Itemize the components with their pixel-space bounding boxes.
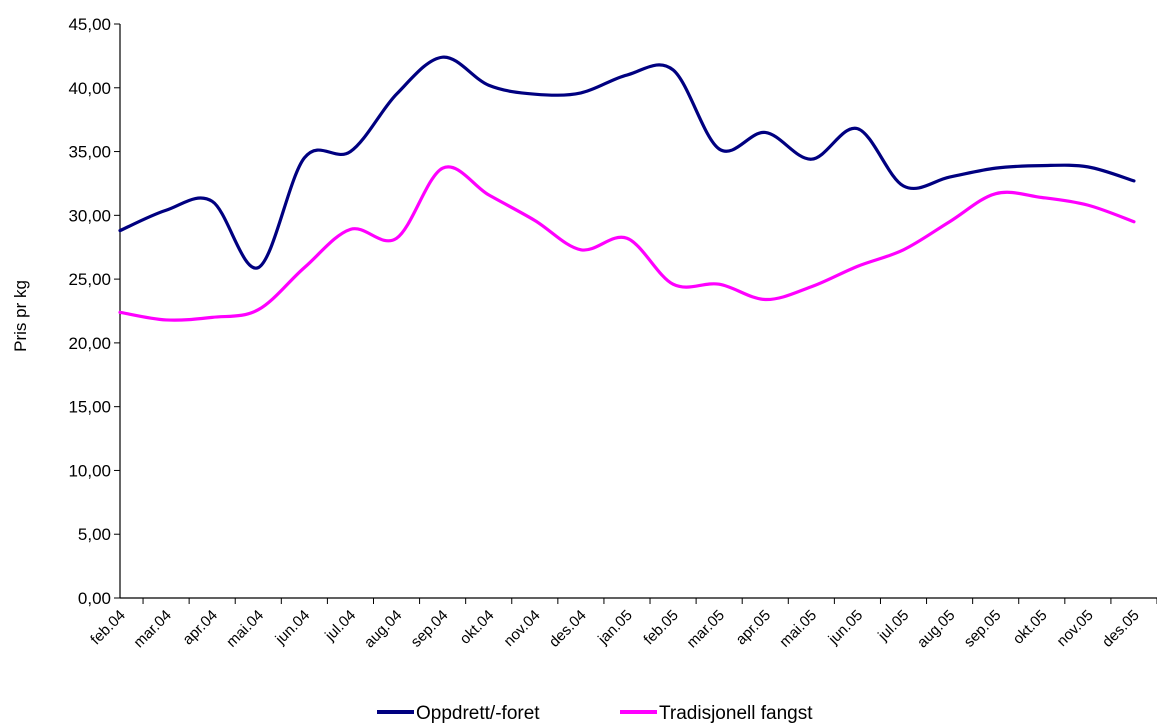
y-axis-ticks: 0,00 5,00 10,00 15,00 20,00 25,00 30,00 35,00 40… [68, 15, 120, 608]
x-tick-label: feb.04 [87, 607, 129, 649]
x-tick-label: mai.04 [223, 607, 267, 651]
x-tick-label: jul.05 [874, 607, 912, 645]
y-tick-label: 40,00 [68, 79, 111, 98]
x-tick-label: nov.04 [501, 607, 544, 650]
x-tick-label: mar.05 [684, 607, 728, 651]
y-tick-label: 20,00 [68, 334, 111, 353]
y-tick-label: 0,00 [78, 589, 111, 608]
series-lines [118, 55, 1136, 322]
x-axis-ticks: feb.04 mar.04 apr.04 mai.04 jun.04 jul.04 aug.… [87, 598, 1157, 651]
x-tick-label: mai.05 [776, 607, 820, 651]
x-tick-label: aug.05 [914, 607, 958, 651]
y-tick-label: 10,00 [68, 461, 111, 480]
x-tick-label: apr.04 [179, 607, 221, 649]
x-tick-label: jun.05 [825, 607, 867, 649]
series-line-0 [118, 55, 1136, 270]
y-axis-title: Pris pr kg [11, 280, 30, 352]
y-tick-label: 25,00 [68, 270, 111, 289]
y-tick-label: 35,00 [68, 143, 111, 162]
x-tick-label: aug.04 [361, 607, 405, 651]
x-tick-label: jun.04 [272, 607, 314, 649]
y-tick-label: 30,00 [68, 206, 111, 225]
x-tick-label: jan.05 [594, 607, 636, 649]
x-tick-label: nov.05 [1054, 607, 1097, 650]
y-tick-label: 15,00 [68, 398, 111, 417]
legend-label: Oppdrett/-foret [416, 703, 540, 723]
x-tick-label: okt.04 [457, 607, 498, 648]
x-tick-label: des.05 [1099, 607, 1143, 651]
x-tick-label: des.04 [546, 607, 590, 651]
y-tick-label: 5,00 [78, 525, 111, 544]
x-tick-label: sep.04 [408, 607, 452, 651]
x-tick-label: okt.05 [1010, 607, 1051, 648]
x-tick-label: jul.04 [321, 607, 359, 645]
chart-axes [119, 24, 1157, 599]
legend: Oppdrett/-foret Tradisjonell fangst [377, 703, 813, 723]
x-tick-label: apr.05 [733, 607, 775, 649]
x-tick-label: sep.05 [961, 607, 1005, 651]
y-tick-label: 45,00 [68, 15, 111, 34]
x-tick-label: mar.04 [130, 607, 174, 651]
x-tick-label: feb.05 [640, 607, 682, 649]
series-line-1 [118, 165, 1136, 322]
legend-label: Tradisjonell fangst [659, 703, 813, 723]
